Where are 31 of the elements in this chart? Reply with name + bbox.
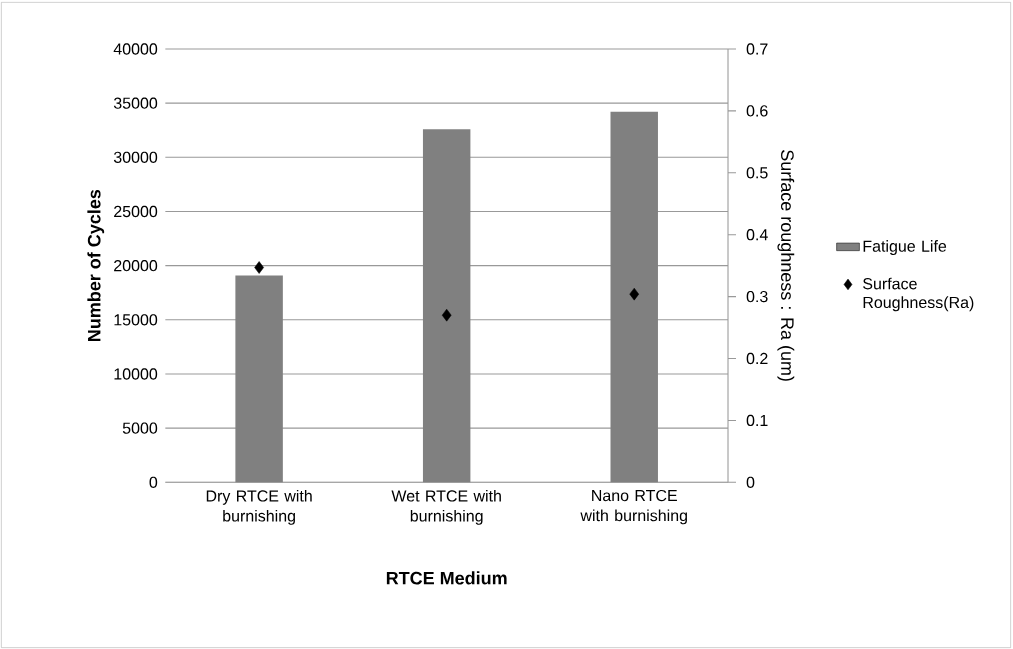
y-tick-label: 35000	[113, 97, 158, 109]
y2-tick-label: 0.4	[746, 229, 768, 241]
bar	[235, 275, 283, 483]
bar	[610, 111, 658, 483]
y2-axis-title: Surface roughness : Ra (um)	[777, 150, 795, 381]
y2-tick-label: 0.6	[746, 105, 768, 117]
y-tick-label: 10000	[114, 368, 158, 380]
x-tick-label: Dry RTCE with burnishing	[206, 489, 312, 525]
y-tick-label: 0	[149, 476, 158, 488]
y2-tick-label: 0.5	[746, 167, 768, 179]
point	[441, 308, 452, 322]
point	[254, 261, 264, 274]
y-tick-label: 25000	[114, 205, 158, 218]
y-tick-label: 15000	[114, 314, 158, 326]
y-tick-label: 20000	[114, 260, 158, 272]
y2-tick-label: 0.2	[746, 352, 768, 365]
y-tick-label: 5000	[122, 422, 158, 434]
x-tick-label: Nano RTCE with burnishing	[580, 489, 687, 525]
bar	[422, 129, 471, 483]
y2-tick-label: 0.7	[746, 43, 768, 55]
legend-label: Fatigue Life	[863, 240, 947, 255]
y2-tick-label: 0.1	[746, 414, 768, 427]
x-tick-label: Wet RTCE with burnishing	[391, 489, 501, 525]
legend-label: Surface Roughness(Ra)	[863, 277, 974, 312]
x-axis-title: RTCE Medium	[386, 571, 507, 585]
y2-tick-label: 0.3	[746, 290, 768, 303]
y-tick-label: 30000	[113, 151, 158, 163]
y-axis-title: Number of Cycles	[87, 189, 105, 341]
point	[629, 287, 639, 301]
y2-tick-label: 0	[746, 476, 755, 488]
y-tick-label: 40000	[113, 43, 158, 55]
